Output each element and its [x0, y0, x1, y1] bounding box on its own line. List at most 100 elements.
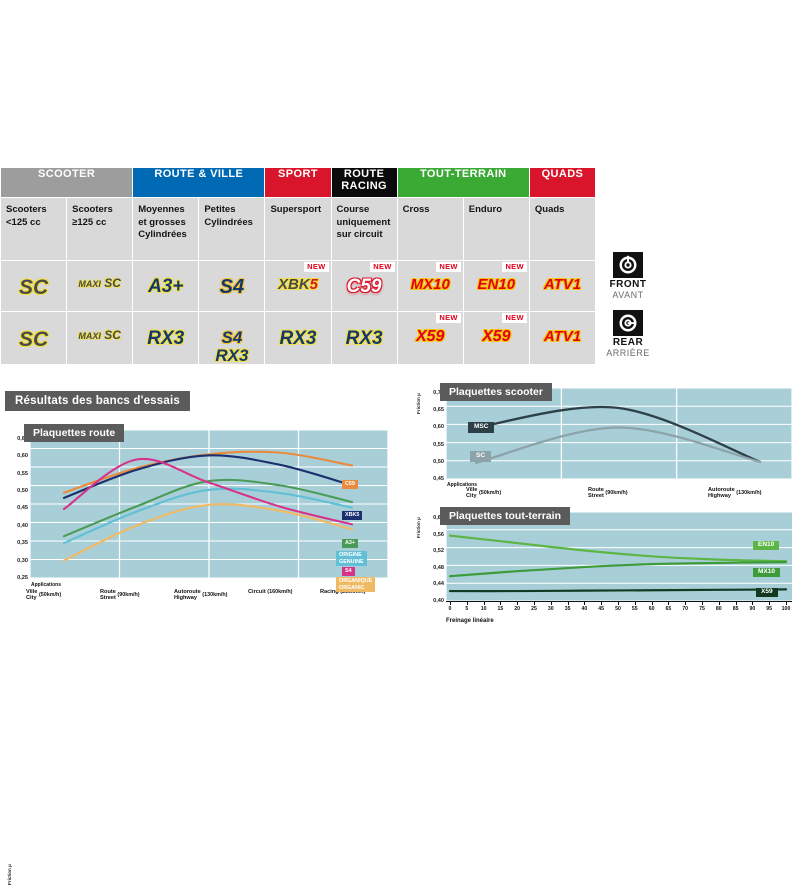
table-subheader-row: Scooters <125 cc Scooters ≥125 cc Moyennes… — [0, 197, 597, 261]
x-tick-mark — [500, 601, 502, 605]
y-tick: 0,52 — [433, 548, 444, 555]
new-badge: NEW — [436, 313, 461, 323]
brake-disc-front-icon — [613, 252, 643, 278]
cell-front-enduro: NEW EN10 — [462, 260, 530, 312]
front-pads-row: SC MAXI SC A3+ S4 NEW XBK5 NEW C59 — [0, 260, 597, 312]
legend-item-organique[interactable]: ORGANIQUE ORGANIC — [336, 577, 376, 592]
product-logo-rx3[interactable]: RX3 — [147, 328, 185, 349]
chart-plaquettes-scooter: Friction µ 0,70 0,65 0,60 0,55 0,50 0,45 MSC S… — [408, 383, 800, 504]
product-logo-mx10[interactable]: MX10 — [410, 276, 450, 293]
legend-item-x59[interactable]: X59 — [756, 588, 778, 597]
x-tick: 25 — [531, 606, 537, 612]
product-logo-rx3[interactable]: RX3 — [345, 328, 383, 349]
page-root: SCOOTER ROUTE & VILLE SPORT ROUTE RACING… — [0, 167, 800, 885]
legend-item-mx10[interactable]: MX10 — [753, 568, 780, 577]
subheader-label: Scooters <125 cc — [6, 204, 47, 228]
new-badge: NEW — [304, 262, 329, 272]
x-tick: 85 — [732, 606, 739, 612]
chart-tt-title: Plaquettes tout-terrain — [440, 507, 571, 525]
chart-tt-x-axis-label: Freinage linéaire — [446, 618, 494, 624]
x-tick-mark — [534, 601, 535, 605]
y-tick: 0,40 — [433, 598, 444, 604]
product-logo-sc[interactable]: SC — [18, 328, 49, 351]
subheader-scooters-over125: Scooters ≥125 cc — [66, 197, 134, 261]
axle-rear-label: REAR — [612, 337, 644, 348]
product-logo-x59[interactable]: X59 — [482, 328, 511, 345]
product-logo-maxi-sc[interactable]: MAXI SC — [78, 328, 121, 342]
x-tick-mark — [668, 601, 670, 605]
header-scooter-label: SCOOTER — [38, 168, 96, 180]
cell-front-scooter-over125: MAXI SC — [66, 260, 134, 312]
x-tick: Route Street (90km/h) — [100, 589, 140, 601]
product-logo-maxi-sc[interactable]: MAXI SC — [78, 276, 121, 290]
product-logo-rx3[interactable]: RX3 — [215, 346, 249, 365]
product-logo-sc[interactable]: SC — [18, 276, 49, 299]
x-tick: 0 — [448, 606, 452, 612]
cell-rear-petites: S4 RX3 — [198, 311, 266, 365]
legend-item-c59[interactable]: C59 — [342, 480, 358, 489]
chart-route-applications-label: Applications — [31, 582, 62, 588]
product-logo-rx3[interactable]: RX3 — [279, 328, 317, 349]
product-logo-s4[interactable]: S4 — [219, 276, 245, 298]
x-tick: 95 — [766, 606, 773, 612]
x-tick: 55 — [631, 606, 638, 612]
header-tout-terrain-label: TOUT-TERRAIN — [420, 168, 507, 180]
x-tick-mark — [517, 601, 519, 605]
subheader-label: Quads — [534, 204, 565, 215]
product-logo-xbk5[interactable]: XBK5 — [277, 276, 318, 293]
subheader-quads: Quads — [528, 197, 597, 261]
legend-item-s4[interactable]: S4 — [342, 567, 355, 576]
subheader-label: Cross — [402, 204, 430, 215]
product-logo-atv1[interactable]: ATV1 — [543, 276, 582, 293]
y-tick: 0,44 — [433, 581, 444, 588]
cell-rear-moyennes: RX3 — [132, 311, 200, 365]
subheader-petites-cylindrees: Petites Cylindrées — [198, 197, 266, 261]
legend-item-en10[interactable]: EN10 — [753, 541, 780, 550]
product-logo-en10[interactable]: EN10 — [477, 276, 516, 293]
rear-pads-row: SC MAXI SC RX3 S4 RX3 RX3 — [0, 311, 597, 365]
legend-item-a3+[interactable]: A3+ — [342, 539, 359, 548]
y-tick: 0,65 — [433, 407, 444, 414]
product-logo-c59[interactable]: C59 — [346, 276, 382, 297]
legend-item-origine[interactable]: ORIGINE GENUINE — [336, 551, 367, 566]
x-tick-mark — [752, 601, 754, 605]
subheader-label: Petites Cylindrées — [204, 204, 253, 228]
subheader-supersport: Supersport — [264, 197, 332, 261]
cell-rear-course: RX3 — [330, 311, 398, 365]
y-tick: 0,70 — [433, 390, 444, 397]
product-logo-s4[interactable]: S4 — [221, 328, 243, 347]
product-logo-atv1[interactable]: ATV1 — [543, 328, 582, 345]
legend-item-sc[interactable]: SC — [470, 451, 492, 462]
x-tick: 40 — [581, 606, 588, 612]
x-tick: 10 — [480, 606, 487, 612]
subheader-label: Course uniquement sur circuit — [336, 204, 391, 240]
subheader-course-circuit: Course uniquement sur circuit — [330, 197, 398, 261]
brake-disc-rear-icon — [613, 310, 643, 336]
legend-item-msc[interactable]: MSC — [468, 422, 495, 433]
x-tick-mark — [634, 601, 636, 605]
x-tick: Ville City (50km/h) — [466, 487, 502, 499]
subheader-moyennes-grosses: Moyennes et grosses Cylindrées — [132, 197, 200, 261]
y-tick: 0,60 — [433, 515, 444, 522]
table-header-row: SCOOTER ROUTE & VILLE SPORT ROUTE RACING… — [0, 167, 597, 198]
cell-front-petites: S4 — [198, 260, 266, 312]
x-tick-mark — [618, 601, 619, 605]
product-logo-a3plus[interactable]: A3+ — [148, 276, 184, 297]
y-tick: 0,30 — [17, 557, 28, 564]
x-tick: 30 — [547, 606, 554, 612]
subheader-scooters-under125: Scooters <125 cc — [0, 197, 68, 261]
subheader-cross: Cross — [396, 197, 464, 261]
header-sport-label: SPORT — [278, 168, 318, 180]
x-tick: 45 — [598, 606, 605, 612]
x-tick: 90 — [749, 606, 756, 612]
axle-rear-sublabel: ARRIÈRE — [606, 348, 650, 358]
product-range-table: SCOOTER ROUTE & VILLE SPORT ROUTE RACING… — [0, 167, 649, 365]
x-tick: 75 — [699, 606, 705, 612]
product-logo-x59[interactable]: X59 — [415, 328, 445, 345]
subheader-label: Moyennes et grosses Cylindrées — [138, 204, 187, 240]
x-tick: 60 — [648, 606, 655, 612]
cell-rear-scooter-under125: SC — [0, 311, 68, 365]
product-logo-stack: S4 RX3 — [199, 329, 264, 364]
chart-scooter-title: Plaquettes scooter — [440, 383, 552, 401]
legend-item-xbk5[interactable]: XBK5 — [342, 511, 363, 520]
